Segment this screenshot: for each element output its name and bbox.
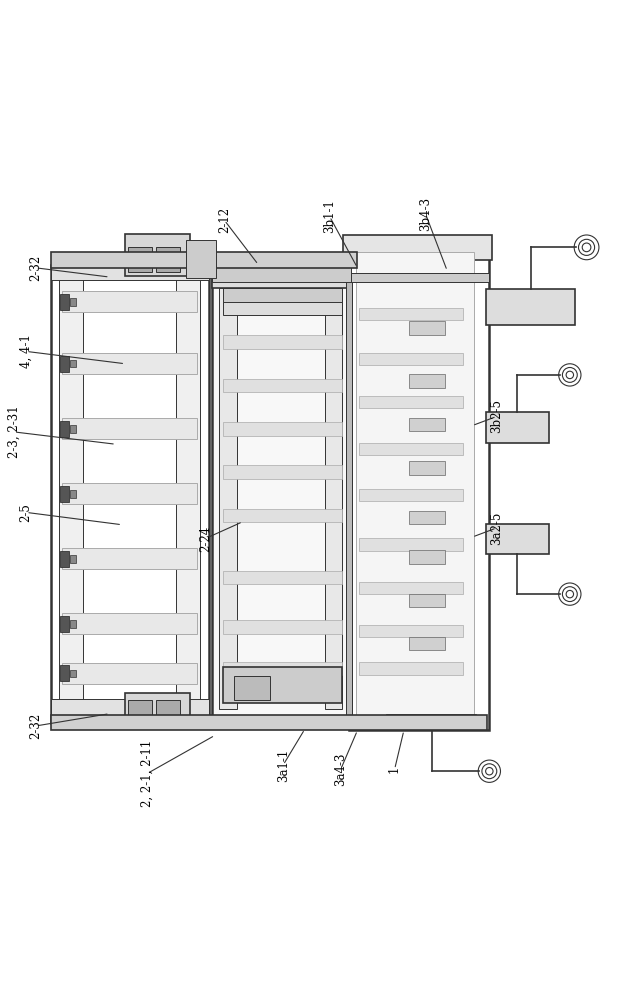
Bar — [70, 620, 77, 628]
Text: 3a1-1: 3a1-1 — [277, 748, 290, 782]
Bar — [60, 294, 69, 310]
Text: 2-3, 2-31: 2-3, 2-31 — [7, 406, 21, 458]
Bar — [212, 267, 351, 282]
Bar — [360, 582, 463, 594]
Text: 3b4-3: 3b4-3 — [419, 197, 432, 231]
Bar — [223, 662, 342, 675]
Bar — [409, 461, 445, 475]
Bar — [62, 663, 197, 684]
Bar — [343, 235, 492, 260]
Bar — [62, 548, 197, 569]
Bar — [70, 425, 77, 433]
Bar — [125, 234, 190, 276]
Bar — [62, 418, 197, 439]
Bar — [360, 625, 463, 637]
Bar — [409, 418, 445, 431]
Bar — [409, 594, 445, 607]
Bar — [223, 335, 342, 349]
Bar — [51, 699, 209, 723]
Bar — [62, 483, 197, 504]
Bar — [125, 693, 190, 724]
Text: 2-24: 2-24 — [199, 525, 212, 552]
Bar — [212, 280, 351, 717]
Text: 2, 2-1, 2-11: 2, 2-1, 2-11 — [141, 740, 154, 807]
Bar — [234, 676, 269, 700]
Bar — [70, 298, 77, 306]
Bar — [223, 667, 342, 703]
Bar — [60, 551, 69, 567]
Bar — [223, 465, 342, 479]
Bar — [128, 247, 152, 272]
Bar — [60, 486, 69, 502]
Text: 3b1-1: 3b1-1 — [323, 199, 336, 233]
Bar — [51, 265, 209, 723]
Bar — [360, 353, 463, 365]
Bar — [223, 379, 342, 392]
Bar — [360, 489, 463, 501]
Text: 2-5: 2-5 — [20, 503, 33, 522]
Bar — [223, 302, 342, 315]
Bar — [360, 538, 463, 551]
Bar — [212, 271, 351, 288]
Bar — [51, 715, 488, 730]
Bar — [360, 308, 463, 320]
Bar — [350, 247, 489, 730]
Bar — [70, 490, 77, 498]
Bar — [486, 412, 549, 443]
Bar — [223, 422, 342, 436]
Bar — [156, 700, 180, 721]
Bar — [409, 321, 445, 335]
Bar — [176, 274, 200, 714]
Bar — [62, 291, 197, 312]
Bar — [59, 274, 83, 714]
Bar — [223, 571, 342, 584]
Bar — [409, 550, 445, 564]
Bar — [51, 255, 209, 280]
Bar — [60, 616, 69, 632]
Bar — [70, 670, 77, 677]
Text: 2-32: 2-32 — [29, 713, 42, 739]
Text: 2-12: 2-12 — [218, 207, 231, 233]
Bar — [128, 700, 152, 721]
Text: 3a4-3: 3a4-3 — [334, 753, 347, 786]
Bar — [70, 360, 77, 367]
Bar — [409, 637, 445, 650]
Bar — [62, 353, 197, 374]
Bar — [386, 715, 476, 730]
Bar — [60, 665, 69, 681]
Bar — [360, 396, 463, 408]
Bar — [223, 288, 342, 303]
Bar — [346, 282, 352, 715]
Bar — [360, 662, 463, 675]
Bar — [409, 374, 445, 388]
Text: 2-32: 2-32 — [29, 255, 42, 281]
Bar — [409, 511, 445, 524]
Bar — [186, 240, 216, 278]
Text: 4, 4-1: 4, 4-1 — [20, 334, 33, 368]
Text: 3a2-5: 3a2-5 — [490, 511, 503, 545]
Bar — [223, 509, 342, 522]
Text: 3b2-5: 3b2-5 — [490, 399, 503, 433]
Bar — [223, 620, 342, 634]
Text: 1: 1 — [388, 766, 401, 773]
Bar — [220, 288, 237, 709]
Bar — [486, 289, 575, 325]
Bar — [70, 555, 77, 563]
Bar — [486, 524, 549, 554]
Bar — [60, 356, 69, 372]
Bar — [60, 421, 69, 437]
Bar — [356, 252, 475, 722]
Bar — [325, 288, 342, 709]
Bar — [156, 247, 180, 272]
Bar — [360, 443, 463, 455]
Bar — [343, 273, 489, 282]
Bar — [62, 613, 197, 634]
Bar — [51, 252, 358, 268]
